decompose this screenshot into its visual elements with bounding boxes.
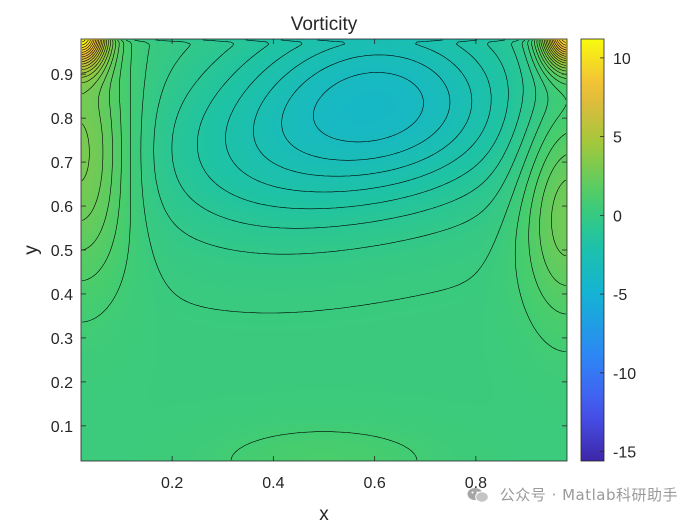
contour-lines — [81, 39, 567, 461]
colorbar-ticks: -15 -10 -5 0 5 10 — [600, 51, 636, 462]
x-tick-label: 0.6 — [364, 475, 386, 492]
chart-title: Vorticity — [291, 14, 358, 35]
y-tick-label: 0.7 — [51, 155, 73, 172]
watermark-text: 公众号 · Matlab科研助手 — [499, 486, 678, 504]
y-tick-label: 0.6 — [51, 199, 73, 216]
wechat-icon — [467, 488, 489, 503]
y-tick-label: 0.3 — [51, 331, 73, 348]
x-axis: 0.2 0.4 0.6 0.8 — [161, 39, 487, 492]
y-axis-label: y — [21, 245, 42, 255]
y-tick-label: 0.8 — [51, 111, 73, 128]
colorbar-tick-label: -5 — [613, 287, 627, 304]
colorbar-tick-label: -10 — [613, 366, 636, 383]
colorbar-tick-label: 5 — [613, 130, 622, 147]
plot-area — [80, 38, 568, 462]
colorbar-tick-label: 0 — [613, 208, 622, 225]
y-tick-label: 0.4 — [51, 287, 73, 304]
y-axis: 0.1 0.2 0.3 0.4 0.5 0.6 0.7 0.8 0.9 — [51, 67, 567, 436]
y-tick-label: 0.5 — [51, 243, 73, 260]
x-tick-label: 0.8 — [465, 475, 487, 492]
colorbar-gradient — [581, 39, 604, 461]
colorbar: -15 -10 -5 0 5 10 — [580, 38, 636, 462]
colorbar-tick-label: -15 — [613, 445, 636, 462]
colorbar-tick-label: 10 — [613, 51, 631, 68]
y-tick-label: 0.2 — [51, 375, 73, 392]
watermark: 公众号 · Matlab科研助手 — [467, 484, 678, 505]
x-axis-label: x — [319, 504, 329, 525]
y-tick-label: 0.1 — [51, 419, 73, 436]
y-tick-label: 0.9 — [51, 67, 73, 84]
colorbar-frame — [580, 38, 605, 462]
x-tick-label: 0.2 — [161, 475, 183, 492]
x-tick-label: 0.4 — [262, 475, 284, 492]
contour-path — [81, 39, 567, 461]
vorticity-field — [81, 39, 567, 461]
